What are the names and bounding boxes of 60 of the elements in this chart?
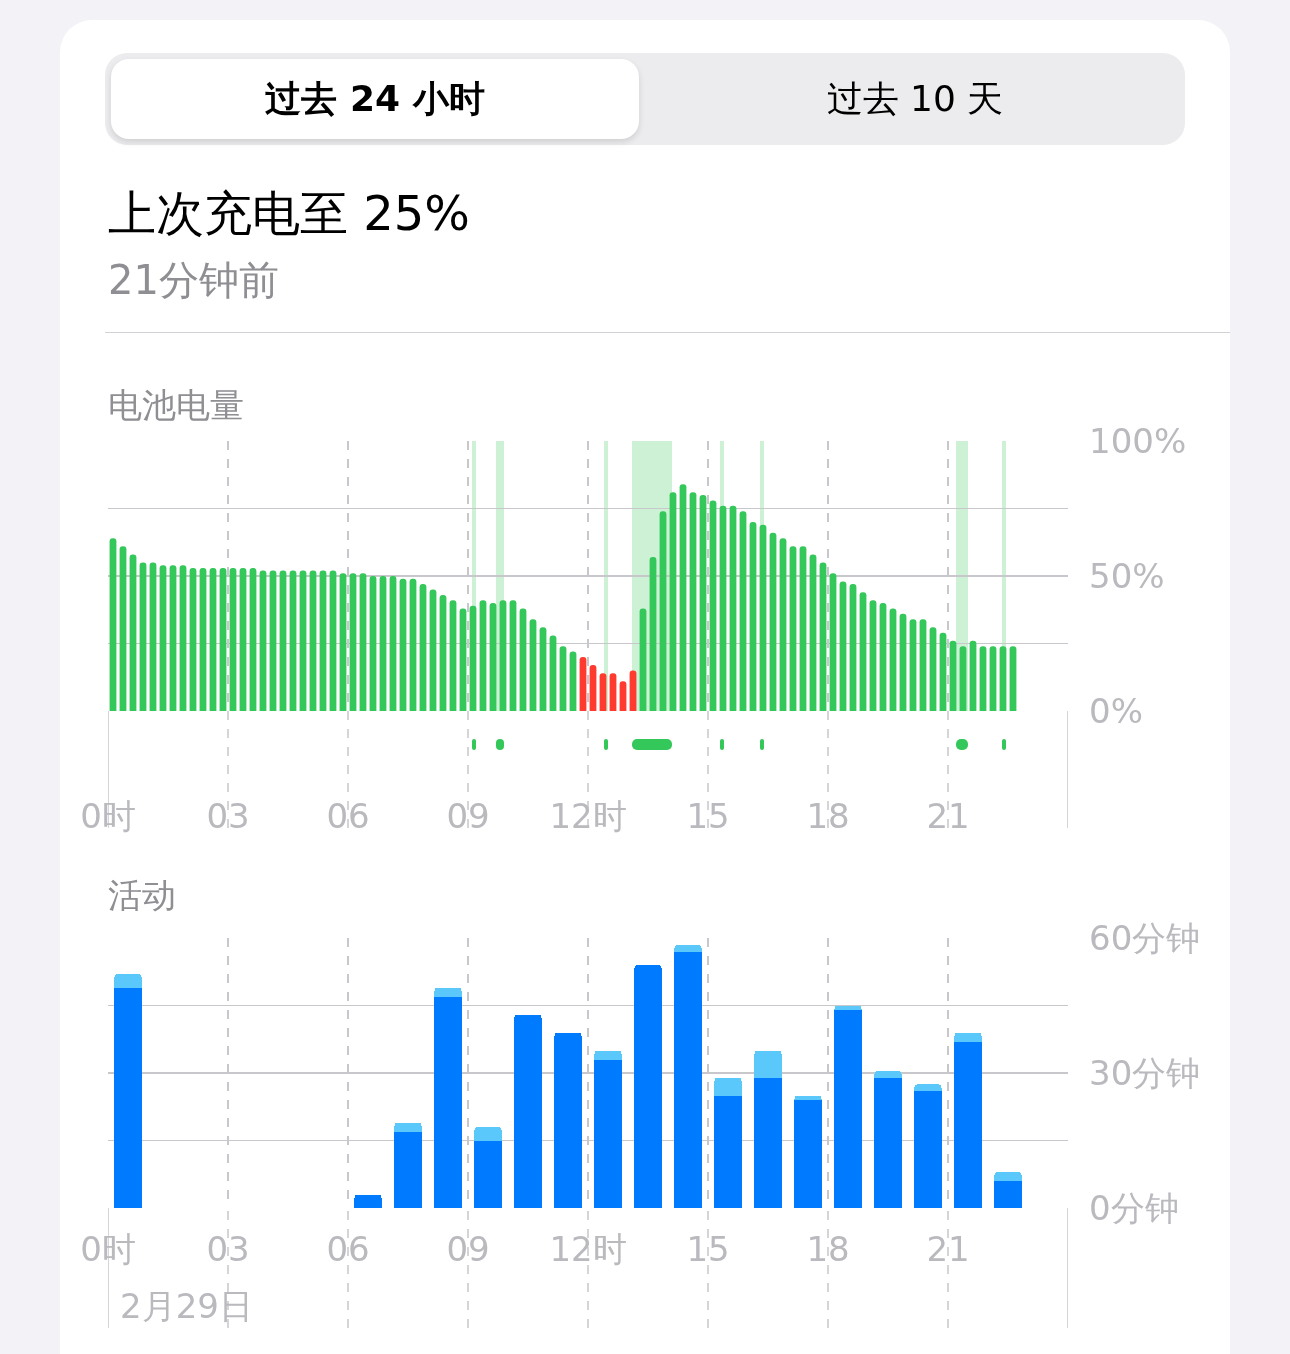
x-tick-label: 15	[686, 796, 730, 836]
y-tick-label: 30分钟	[1089, 1052, 1201, 1093]
x-tick-label: 06	[326, 1229, 370, 1269]
x-tick-label: 09	[446, 796, 490, 836]
bar	[114, 974, 142, 988]
bar	[474, 1127, 502, 1141]
bar	[874, 1077, 902, 1208]
bar	[674, 944, 702, 952]
x-tick-label: 12时	[549, 796, 627, 836]
bar	[834, 1010, 862, 1208]
bar	[714, 1095, 742, 1208]
bar	[594, 1050, 622, 1060]
x-tick-label: 0时	[80, 1229, 136, 1269]
bar	[354, 1194, 382, 1208]
y-tick-label: 0分钟	[1089, 1187, 1179, 1228]
bar	[554, 1032, 582, 1208]
bar	[754, 1050, 782, 1078]
x-tick-label: 18	[806, 1229, 850, 1269]
bar	[594, 1059, 622, 1208]
y-tick-label: 60分钟	[1089, 917, 1201, 958]
bar	[394, 1131, 422, 1208]
bar	[714, 1077, 742, 1096]
y-tick-label: 0%	[1089, 690, 1143, 731]
bar	[674, 951, 702, 1208]
bar	[634, 965, 662, 1208]
bar	[994, 1172, 1022, 1181]
x-tick-label: 09	[446, 1229, 490, 1269]
bar	[994, 1181, 1022, 1208]
bar	[914, 1091, 942, 1208]
bar	[434, 987, 462, 997]
bar	[874, 1070, 902, 1078]
x-tick-label: 03	[206, 1229, 250, 1269]
y-tick-label: 50%	[1089, 555, 1165, 596]
bar	[754, 1077, 782, 1208]
bar	[794, 1100, 822, 1208]
x-tick-label: 21	[926, 1229, 970, 1269]
text: 2月29日	[120, 1286, 253, 1326]
x-tick-label: 03	[206, 796, 250, 836]
bar	[434, 996, 462, 1208]
bar	[619, 681, 627, 711]
chart-title: 活动	[108, 874, 176, 915]
bar	[474, 1140, 502, 1208]
x-tick-label: 15	[686, 1229, 730, 1269]
bar	[114, 987, 142, 1208]
text: 过去 10 天	[826, 76, 1004, 121]
x-tick-label: 06	[326, 796, 370, 836]
text: 过去 24 小时	[265, 76, 485, 121]
bar	[514, 1014, 542, 1208]
bar	[954, 1041, 982, 1208]
x-tick-label: 12时	[549, 1229, 627, 1269]
bar	[954, 1032, 982, 1042]
x-tick-label: 21	[926, 796, 970, 836]
bar	[394, 1122, 422, 1132]
bar	[914, 1084, 942, 1091]
text: 上次充电至 25%	[108, 184, 470, 243]
y-tick-label: 100%	[1089, 420, 1187, 461]
x-tick-label: 18	[806, 796, 850, 836]
x-tick-label: 0时	[80, 796, 136, 836]
chart-title: 电池电量	[108, 384, 244, 425]
text: 21分钟前	[108, 256, 279, 305]
